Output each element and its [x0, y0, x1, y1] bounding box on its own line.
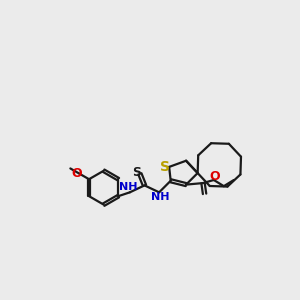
Text: NH: NH [119, 182, 138, 192]
Text: S: S [132, 166, 141, 179]
Text: S: S [160, 160, 170, 174]
Text: O: O [71, 167, 82, 180]
Text: O: O [209, 170, 220, 183]
Text: NH: NH [151, 192, 169, 202]
